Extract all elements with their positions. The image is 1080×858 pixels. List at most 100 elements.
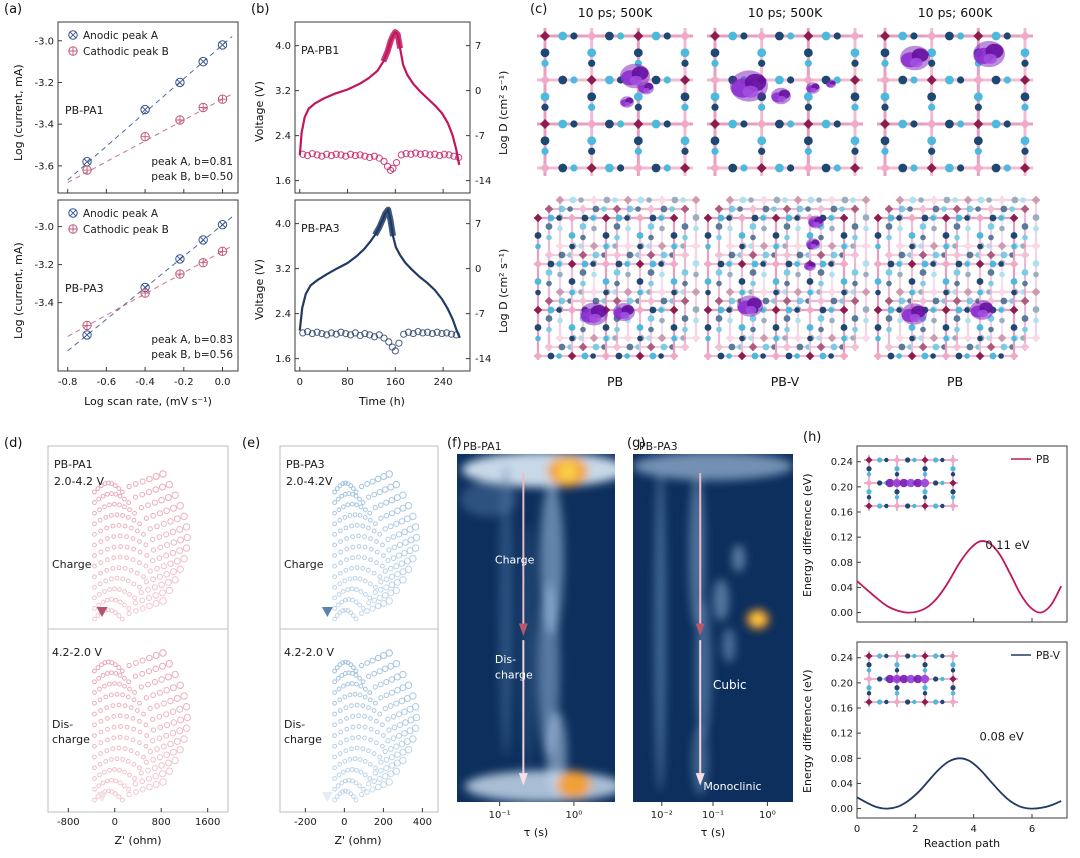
panel-f-tag: (f) [447,436,462,451]
svg-text:800: 800 [152,817,171,828]
svg-text:80: 80 [341,377,354,388]
svg-text:0.20: 0.20 [831,482,853,493]
panel-h-xlabel: Reaction path [923,837,1001,850]
svg-text:3.2: 3.2 [275,86,291,97]
svg-text:peak A, b=0.83: peak A, b=0.83 [151,334,233,346]
svg-text:0.0: 0.0 [215,377,231,388]
structure-top-2 [707,28,863,176]
svg-text:0.24: 0.24 [831,653,853,664]
svg-text:-3.4: -3.4 [34,120,54,131]
panel-d-xlabel: Z' (ohm) [114,834,162,847]
panel-b: 1.6 2.4 3.2 4.0 7 0 -7 -14 PA-PB1 1.6 2.4 3.2 4.0 7 0 -… [245,0,520,430]
svg-text:10⁰: 10⁰ [759,810,776,821]
svg-text:Cathodic peak B: Cathodic peak B [83,224,169,236]
structure-top-3 [877,28,1033,176]
svg-text:-0.2: -0.2 [174,377,194,388]
svg-text:0.08: 0.08 [831,754,853,765]
panel-h-ylabel-bottom: Energy difference (eV) [801,669,814,793]
svg-text:-3.4: -3.4 [34,298,54,309]
panel-a-xlabel: Log scan rate, (mV s⁻¹) [84,395,212,408]
svg-text:Dis-: Dis- [52,718,73,731]
svg-text:PB-PA1: PB-PA1 [65,104,104,117]
structure-top-1 [537,28,693,176]
svg-text:-14: -14 [475,354,491,365]
svg-text:-0.8: -0.8 [58,377,78,388]
svg-text:0.20: 0.20 [831,678,853,689]
svg-text:0.12: 0.12 [831,533,853,544]
panel-d: -800 0 800 1600 PB-PA1 2.0-4.2 V Charge 4.2-2.0… [0,430,240,858]
svg-text:0.08 eV: 0.08 eV [980,730,1024,744]
svg-text:0.04: 0.04 [831,779,853,790]
svg-text:PB-PA1: PB-PA1 [54,458,93,471]
panel-h-chart: 0.00 0.04 0.08 0.12 0.16 0.20 0.24 PB 0.11 eV 0.0… [831,445,1068,835]
structure-header-3: 10 ps; 600K [917,5,993,20]
svg-text:-0.4: -0.4 [135,377,155,388]
svg-text:2.0-4.2 V: 2.0-4.2 V [54,475,104,488]
panel-a-ylabel-top: Log (current, mA) [12,64,25,161]
svg-text:3.2: 3.2 [275,264,291,275]
svg-text:4.2-2.0 V: 4.2-2.0 V [284,646,334,659]
svg-text:0: 0 [854,824,860,835]
svg-text:1600: 1600 [195,817,220,828]
panel-b-xlabel: Time (h) [359,395,405,408]
svg-text:-800: -800 [57,817,80,828]
svg-text:160: 160 [386,377,405,388]
structure-header-2: 10 ps; 500K [747,5,823,20]
structure-footer-2: PB-V [770,374,800,389]
structure-header-1: 10 ps; 500K [577,5,653,20]
svg-text:charge: charge [52,733,90,746]
svg-text:0.16: 0.16 [831,704,853,715]
svg-text:4: 4 [970,824,976,835]
svg-text:7: 7 [475,41,481,52]
svg-text:-3.2: -3.2 [34,78,54,89]
panel-h: 0.00 0.04 0.08 0.12 0.16 0.20 0.24 PB 0.11 eV 0.0… [795,430,1080,858]
svg-text:0: 0 [475,86,481,97]
svg-text:2.0-4.2V: 2.0-4.2V [286,475,333,488]
svg-text:1.6: 1.6 [275,176,291,187]
panel-g: Cubic Monoclinic PB-PA3 10⁻² 10⁻¹ 10⁰ (g) τ (… [625,430,795,858]
svg-text:2.4: 2.4 [275,309,291,320]
svg-text:-3.2: -3.2 [34,260,54,271]
svg-text:0.08: 0.08 [831,558,853,569]
panel-a-tag: (a) [4,2,23,17]
svg-text:-0.6: -0.6 [97,377,117,388]
svg-text:10⁻²: 10⁻² [651,810,673,821]
svg-text:Cathodic peak B: Cathodic peak B [83,46,169,58]
svg-text:0: 0 [341,817,347,828]
svg-text:Charge: Charge [284,558,324,571]
svg-text:PB-PA3: PB-PA3 [639,440,678,453]
svg-text:4.0: 4.0 [275,41,291,52]
structure-footer-1: PB [606,374,624,389]
panel-b-ylabel-right-bottom: Log D (cm² s⁻¹) [497,248,510,333]
svg-text:1.6: 1.6 [275,354,291,365]
svg-text:0: 0 [475,264,481,275]
panel-d-tag: (d) [4,436,23,451]
svg-text:PB-PA1: PB-PA1 [463,440,502,453]
svg-text:-200: -200 [294,817,317,828]
svg-text:-3.0: -3.0 [34,222,54,233]
svg-text:10⁻¹: 10⁻¹ [702,810,724,821]
svg-text:Cubic: Cubic [713,678,747,692]
panel-f-chart: Charge Dis-charge PB-PA1 10⁻¹ 10⁰ [457,440,615,821]
svg-text:Monoclinic: Monoclinic [703,780,761,793]
svg-text:0.24: 0.24 [831,457,853,468]
panel-b-ylabel-left-bottom: Voltage (V) [253,259,266,320]
svg-text:0: 0 [112,817,118,828]
svg-text:0.16: 0.16 [831,508,853,519]
panel-c-tag: (c) [530,2,548,17]
svg-text:10⁰: 10⁰ [566,810,583,821]
panel-f: Charge Dis-charge PB-PA1 10⁻¹ 10⁰ (f) τ (s) [445,430,625,858]
svg-text:0: 0 [297,377,303,388]
svg-text:0.04: 0.04 [831,583,853,594]
svg-text:peak B, b=0.56: peak B, b=0.56 [151,349,233,361]
panel-c: (c) 10 ps; 500K 10 ps; 500K 10 ps; 600K … [520,0,1080,430]
structure-bottom-3 [873,195,1040,361]
svg-text:240: 240 [434,377,453,388]
panel-a-chart: -3.0 -3.2 -3.4 -3.6 Anodic peak A Cathodic pe… [34,21,239,388]
svg-text:-3.6: -3.6 [34,161,54,172]
panel-h-tag: (h) [803,430,822,445]
svg-text:PB-PA3: PB-PA3 [65,282,104,295]
svg-text:Anodic peak A: Anodic peak A [83,208,159,220]
panel-h-ylabel-top: Energy difference (eV) [801,473,814,597]
